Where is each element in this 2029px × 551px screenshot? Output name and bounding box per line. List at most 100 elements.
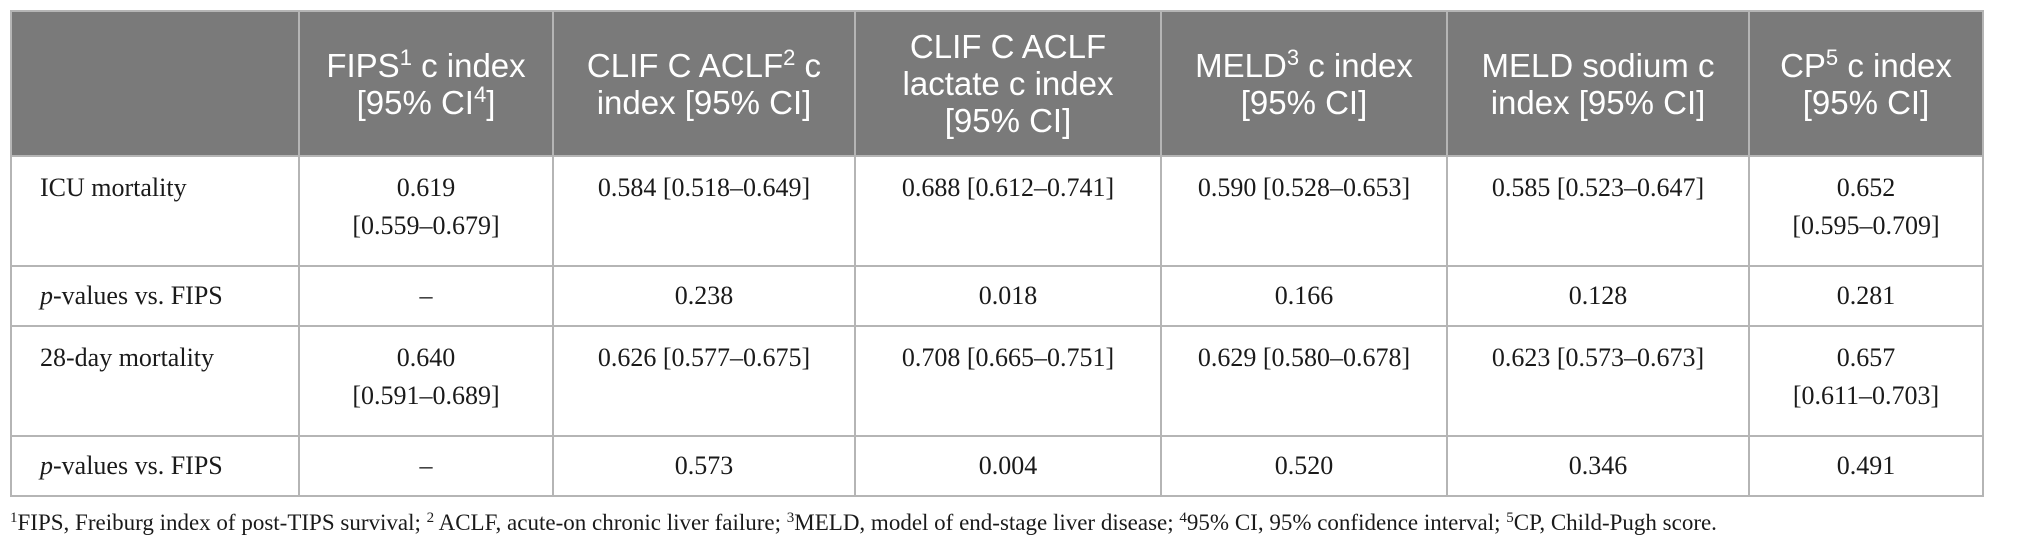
cell-value: 0.590 [0.528–0.653] [1197,173,1411,202]
row-label: p-values vs. FIPS [10,265,300,327]
header-cp-text: CP [1780,46,1826,84]
table-cell: – [298,265,554,327]
table-row: p-values vs. FIPS – 0.238 0.018 0.166 0.… [10,265,1984,327]
cell-value: 0.018 [978,281,1038,310]
header-meld-sodium: MELD sodium c index [95% CI] [1446,10,1750,157]
row-label: ICU mortality [10,155,300,267]
cell-value: 0.573 [674,451,734,480]
table-row: ICU mortality 0.619 [0.559–0.679] 0.584 [… [10,155,1984,267]
header-fips-sup: 1 [399,44,412,70]
header-cp: CP5 c index [95% CI] [1748,10,1984,157]
header-cp-sup: 5 [1825,44,1839,70]
table-cell: 0.491 [1748,435,1984,497]
table-cell: 0.708 [0.665–0.751] [854,325,1162,437]
table-cell: 0.166 [1160,265,1448,327]
row-label: 28-day mortality [10,325,300,437]
footnote-text: 95% CI, 95% confidence interval; [1186,510,1507,535]
row-label-text: ICU mortality [40,173,187,202]
table-row: p-values vs. FIPS – 0.573 0.004 0.520 0.… [10,435,1984,497]
table-cell: 0.281 [1748,265,1984,327]
cell-value: – [419,281,433,310]
header-fips-text: FIPS [326,46,400,84]
table-cell: 0.590 [0.528–0.653] [1160,155,1448,267]
cell-ci: [0.611–0.703] [1792,381,1940,410]
row-label-italic: p [40,281,53,310]
footnote-text: CP, Child-Pugh score. [1513,510,1717,535]
row-label-text: -values vs. FIPS [53,451,223,480]
row-label-text: -values vs. FIPS [53,281,223,310]
results-table-container: FIPS1 c index [95% CI4] CLIF C ACLF2 c i… [10,10,1984,497]
cell-value: 0.520 [1274,451,1334,480]
cell-value: 0.626 [0.577–0.675] [597,343,811,372]
table-cell: 0.629 [0.580–0.678] [1160,325,1448,437]
table-cell: 0.619 [0.559–0.679] [298,155,554,267]
header-fips: FIPS1 c index [95% CI4] [298,10,554,157]
table-cell: 0.652 [0.595–0.709] [1748,155,1984,267]
header-meld-sodium-text: MELD sodium c index [95% CI] [1481,46,1715,121]
header-fips-text-3: ] [486,83,496,121]
row-label: p-values vs. FIPS [10,435,300,497]
table-cell: 0.640 [0.591–0.689] [298,325,554,437]
cell-value: – [419,451,433,480]
header-empty [10,10,300,157]
header-meld-text: MELD [1195,46,1287,84]
footnote-sup: 3 [786,510,795,526]
header-clif-lactate: CLIF C ACLF lactate c index [95% CI] [854,10,1162,157]
table-cell: 0.623 [0.573–0.673] [1446,325,1750,437]
header-clif-aclf: CLIF C ACLF2 c index [95% CI] [552,10,856,157]
footnote-text: FIPS, Freiburg index of post-TIPS surviv… [17,510,427,535]
cell-value: 0.688 [0.612–0.741] [901,173,1115,202]
header-clif-text-2: c index [95% CI] [596,46,822,121]
header-meld: MELD3 c index [95% CI] [1160,10,1448,157]
table-cell: 0.004 [854,435,1162,497]
table-cell: 0.346 [1446,435,1750,497]
table-cell: 0.688 [0.612–0.741] [854,155,1162,267]
header-meld-text-2: c index [95% CI] [1240,46,1413,121]
table-cell: 0.018 [854,265,1162,327]
table-footnote: 1FIPS, Freiburg index of post-TIPS survi… [10,508,2010,538]
footnote-sup: 2 [426,510,435,526]
cell-value: 0.640 [396,343,456,372]
table-cell: 0.657 [0.611–0.703] [1748,325,1984,437]
cell-value: 0.166 [1274,281,1334,310]
cell-value: 0.584 [0.518–0.649] [597,173,811,202]
table-cell: 0.128 [1446,265,1750,327]
header-meld-sup: 3 [1286,44,1300,70]
header-cp-text-2: c index [95% CI] [1802,46,1952,121]
header-fips-sup-2: 4 [473,81,487,107]
cell-value: 0.708 [0.665–0.751] [901,343,1115,372]
footnote-text: ACLF, acute-on chronic liver failure; [434,510,787,535]
table-cell: 0.573 [552,435,856,497]
header-clif-sup: 2 [783,44,796,70]
cell-value: 0.004 [978,451,1038,480]
cell-value: 0.281 [1836,281,1896,310]
cell-value: 0.623 [0.573–0.673] [1491,343,1705,372]
header-clif-text: CLIF C ACLF [586,46,784,84]
cell-value: 0.652 [1836,173,1896,202]
header-clif-lactate-text: CLIF C ACLF lactate c index [95% CI] [902,28,1114,139]
cell-value: 0.629 [0.580–0.678] [1197,343,1411,372]
cell-value: 0.585 [0.523–0.647] [1491,173,1705,202]
cell-value: 0.657 [1836,343,1896,372]
row-label-text: 28-day mortality [40,343,215,372]
cell-value: 0.491 [1836,451,1896,480]
footnote-sup: 5 [1506,510,1514,526]
cell-ci: [0.559–0.679] [352,211,500,240]
footnote-sup: 1 [10,510,18,526]
cell-value: 0.619 [396,173,456,202]
cell-value: 0.346 [1568,451,1628,480]
footnote-text: MELD, model of end-stage liver disease; [794,510,1180,535]
footnote-sup: 4 [1179,510,1187,526]
cell-ci: [0.591–0.689] [352,381,500,410]
table-cell: 0.520 [1160,435,1448,497]
cell-ci: [0.595–0.709] [1792,211,1940,240]
row-label-italic: p [40,451,53,480]
header-row: FIPS1 c index [95% CI4] CLIF C ACLF2 c i… [10,10,1984,157]
cell-value: 0.238 [674,281,734,310]
table-row: 28-day mortality 0.640 [0.591–0.689] 0.62… [10,325,1984,437]
table-cell: 0.626 [0.577–0.675] [552,325,856,437]
table-cell: – [298,435,554,497]
table-cell: 0.238 [552,265,856,327]
table-cell: 0.584 [0.518–0.649] [552,155,856,267]
table-cell: 0.585 [0.523–0.647] [1446,155,1750,267]
